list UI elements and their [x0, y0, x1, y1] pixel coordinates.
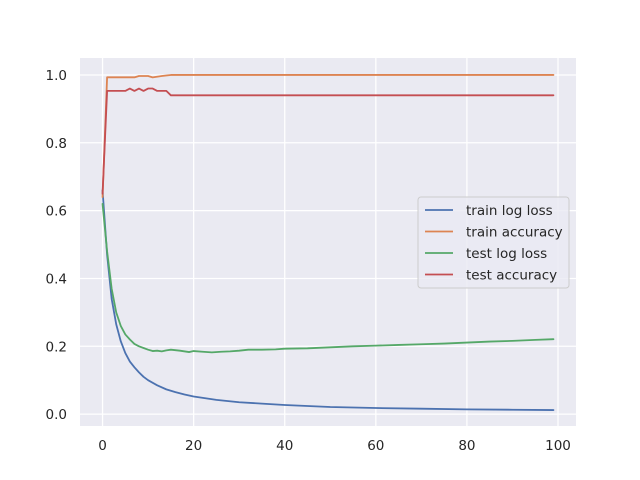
series-line-train-log-loss: [101, 189, 555, 411]
legend-label-test-log-loss: test log loss: [466, 246, 547, 262]
legend-label-test-accuracy: test accuracy: [466, 268, 557, 284]
x-tick-label: 20: [185, 438, 202, 454]
x-tick-label: 80: [458, 438, 475, 454]
y-tick-label: 0.4: [46, 271, 67, 287]
legend-box: [417, 196, 570, 289]
tick-labels: 0 20 40 60 80 100 0.0 0.2 0.4 0.6 0.8 1.0: [46, 68, 571, 454]
y-tick-label: 0.2: [46, 339, 67, 355]
y-tick-label: 0.8: [46, 136, 67, 152]
y-tick-label: 0.0: [46, 407, 67, 423]
x-tick-label: 40: [276, 438, 293, 454]
x-tick-label: 100: [545, 438, 571, 454]
x-tick-label: 0: [98, 438, 107, 454]
series-line-test-log-loss: [101, 202, 555, 354]
y-tick-label: 1.0: [46, 68, 67, 84]
legend-label-train-log-loss: train log loss: [466, 203, 553, 219]
legend-label-train-accuracy: train accuracy: [466, 225, 563, 241]
series-line-train-accuracy: [101, 74, 555, 198]
series-line-test-accuracy: [101, 87, 555, 195]
series-lines: [101, 74, 555, 411]
legend: train log loss train accuracy test log los…: [417, 196, 570, 289]
y-tick-label: 0.6: [46, 204, 67, 220]
x-tick-label: 60: [367, 438, 384, 454]
